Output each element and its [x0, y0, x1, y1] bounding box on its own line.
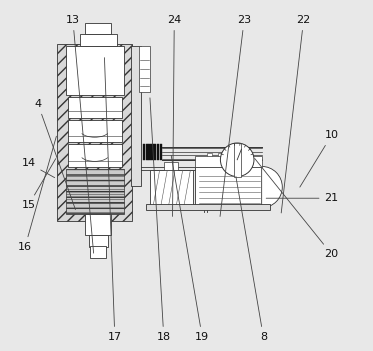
Bar — [131, 46, 141, 186]
Bar — [139, 46, 150, 92]
Bar — [90, 246, 106, 258]
Bar — [148, 144, 151, 160]
Bar — [145, 144, 148, 160]
Bar — [68, 97, 122, 118]
Bar — [143, 144, 145, 160]
Text: 23: 23 — [220, 15, 251, 217]
Text: 8: 8 — [236, 177, 267, 342]
Text: 15: 15 — [22, 159, 56, 210]
Bar — [66, 46, 123, 95]
Bar — [57, 44, 132, 221]
Bar — [160, 144, 162, 160]
Bar — [68, 144, 122, 167]
Text: 20: 20 — [255, 158, 339, 259]
Text: 13: 13 — [66, 15, 94, 253]
Bar — [157, 144, 159, 160]
Text: 21: 21 — [266, 193, 339, 203]
Text: 4: 4 — [34, 99, 75, 210]
Bar — [85, 214, 111, 235]
Bar — [195, 156, 262, 167]
Bar — [151, 144, 154, 160]
Circle shape — [220, 143, 254, 177]
Bar — [68, 120, 122, 142]
Text: 16: 16 — [18, 136, 56, 252]
Text: 18: 18 — [150, 98, 171, 342]
Text: 17: 17 — [104, 58, 122, 342]
Text: 19: 19 — [171, 155, 209, 342]
Bar — [218, 153, 222, 156]
Bar — [89, 235, 108, 247]
Bar — [164, 161, 178, 170]
Bar — [66, 168, 123, 214]
Bar — [207, 153, 211, 156]
Text: 22: 22 — [281, 15, 311, 213]
Bar — [154, 144, 156, 160]
Bar — [150, 170, 194, 205]
Bar — [85, 24, 111, 34]
Text: 14: 14 — [21, 158, 55, 178]
Text: 24: 24 — [167, 15, 181, 217]
Bar — [195, 167, 262, 207]
Wedge shape — [262, 166, 282, 208]
Text: 10: 10 — [300, 130, 339, 187]
Bar — [146, 204, 270, 211]
Bar — [80, 34, 117, 46]
Bar — [234, 143, 241, 177]
